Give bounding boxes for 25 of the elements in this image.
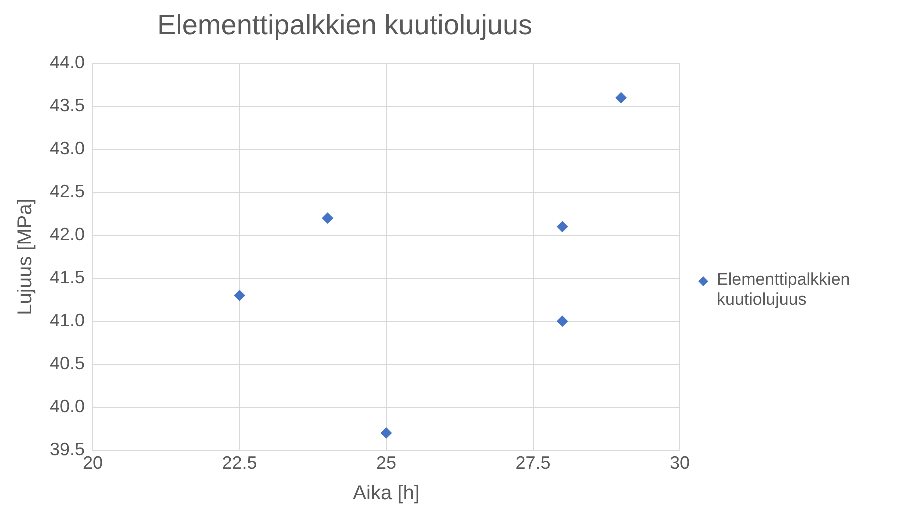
point [557,316,568,327]
x-tick-label: 27.5 [516,453,551,474]
x-tick-label: 22.5 [222,453,258,474]
x-axis-title: Aika [h] [353,482,420,505]
y-tick-label: 43.0 [50,138,86,159]
point [322,212,334,224]
x-tick-label: 20 [83,453,104,474]
y-tick-label: 42.5 [50,182,86,202]
point [381,428,392,439]
y-tick-label: 42.0 [50,224,86,244]
chart-title: Elementtipalkkien kuutiolujuus [157,10,533,41]
y-tick-label: 41.5 [50,267,86,288]
x-tick-label: 30 [670,453,690,474]
y-axis-title: Lujuus [MPa] [14,198,37,316]
y-tick-label: 44.0 [50,52,86,73]
x-tick-label: 25 [376,453,397,474]
y-tick-label: 39.5 [50,439,86,460]
point [557,221,568,232]
point [234,290,246,302]
y-tick-label: 41.0 [50,310,86,330]
legend-label: Elementtipalkkien kuutiolujuus [717,270,852,310]
y-tick-label: 40.0 [50,396,86,416]
point [616,92,627,104]
y-tick-label: 40.5 [50,353,86,374]
y-tick-label: 43.5 [50,96,86,116]
